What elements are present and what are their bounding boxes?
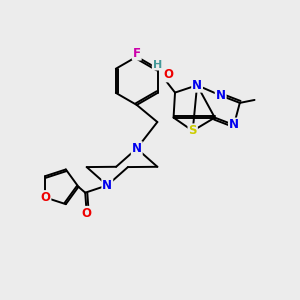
- Text: N: N: [102, 179, 112, 192]
- Text: O: O: [163, 68, 173, 81]
- Text: N: N: [229, 118, 239, 131]
- Text: H: H: [153, 60, 162, 70]
- Text: N: N: [132, 142, 142, 155]
- Text: S: S: [188, 124, 197, 137]
- Text: N: N: [192, 79, 202, 92]
- Text: F: F: [133, 46, 141, 60]
- Text: O: O: [40, 191, 50, 204]
- Text: O: O: [82, 207, 92, 220]
- Text: N: N: [216, 89, 226, 102]
